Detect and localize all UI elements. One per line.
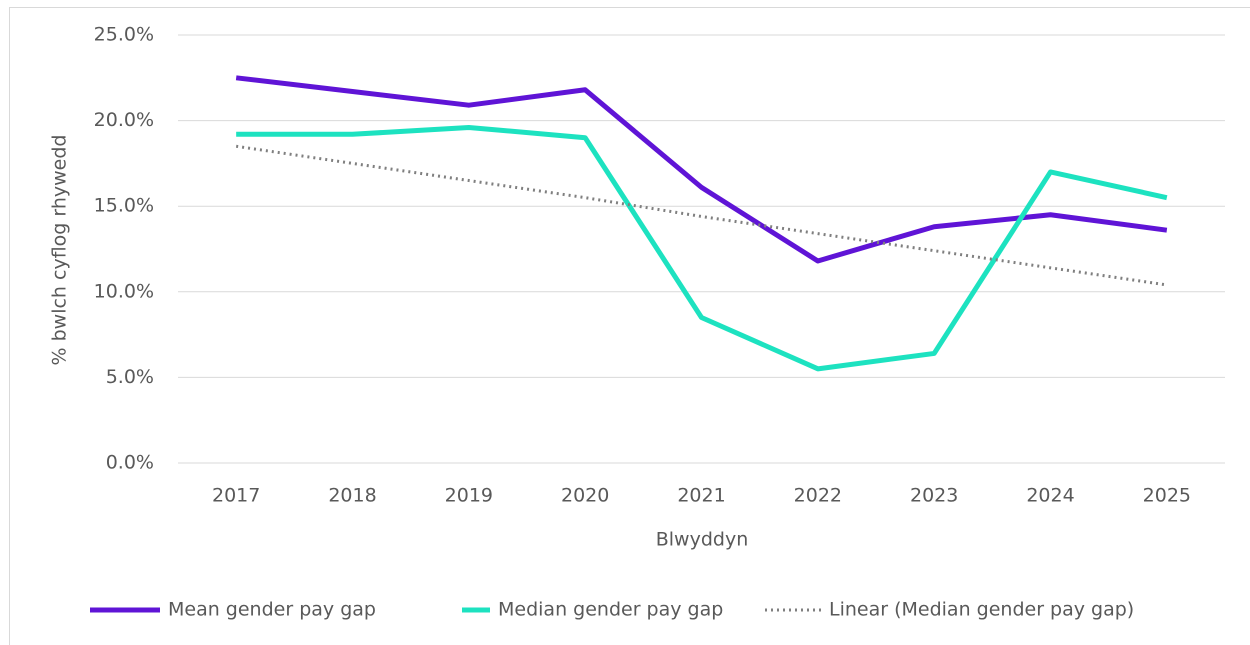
- legend-label: Median gender pay gap: [498, 599, 723, 621]
- x-tick-label: 2022: [794, 485, 842, 507]
- y-axis-label: % bwlch cyflog rhywedd: [49, 135, 71, 366]
- y-tick-label: 25.0%: [94, 24, 154, 46]
- x-tick-label: 2018: [328, 485, 376, 507]
- x-tick-label: 2017: [212, 485, 260, 507]
- y-tick-label: 15.0%: [94, 195, 154, 217]
- trend-line: [235, 144, 1168, 287]
- x-tick-label: 2024: [1026, 485, 1074, 507]
- x-tick-label: 2025: [1143, 485, 1191, 507]
- x-axis-label: Blwyddyn: [656, 529, 749, 551]
- y-tick-label: 20.0%: [94, 109, 154, 131]
- series-line: [236, 124, 1168, 372]
- x-tick-label: 2021: [677, 485, 725, 507]
- x-tick-label: 2019: [445, 485, 493, 507]
- legend-label: Mean gender pay gap: [168, 599, 376, 621]
- legend-label: Linear (Median gender pay gap): [829, 599, 1134, 621]
- x-tick-label: 2020: [561, 485, 609, 507]
- chart-frame: [9, 7, 1250, 645]
- series-line: [235, 75, 1168, 264]
- y-tick-label: 5.0%: [106, 366, 154, 388]
- y-tick-label: 10.0%: [94, 280, 154, 302]
- y-tick-label: 0.0%: [106, 452, 154, 474]
- x-tick-label: 2023: [910, 485, 958, 507]
